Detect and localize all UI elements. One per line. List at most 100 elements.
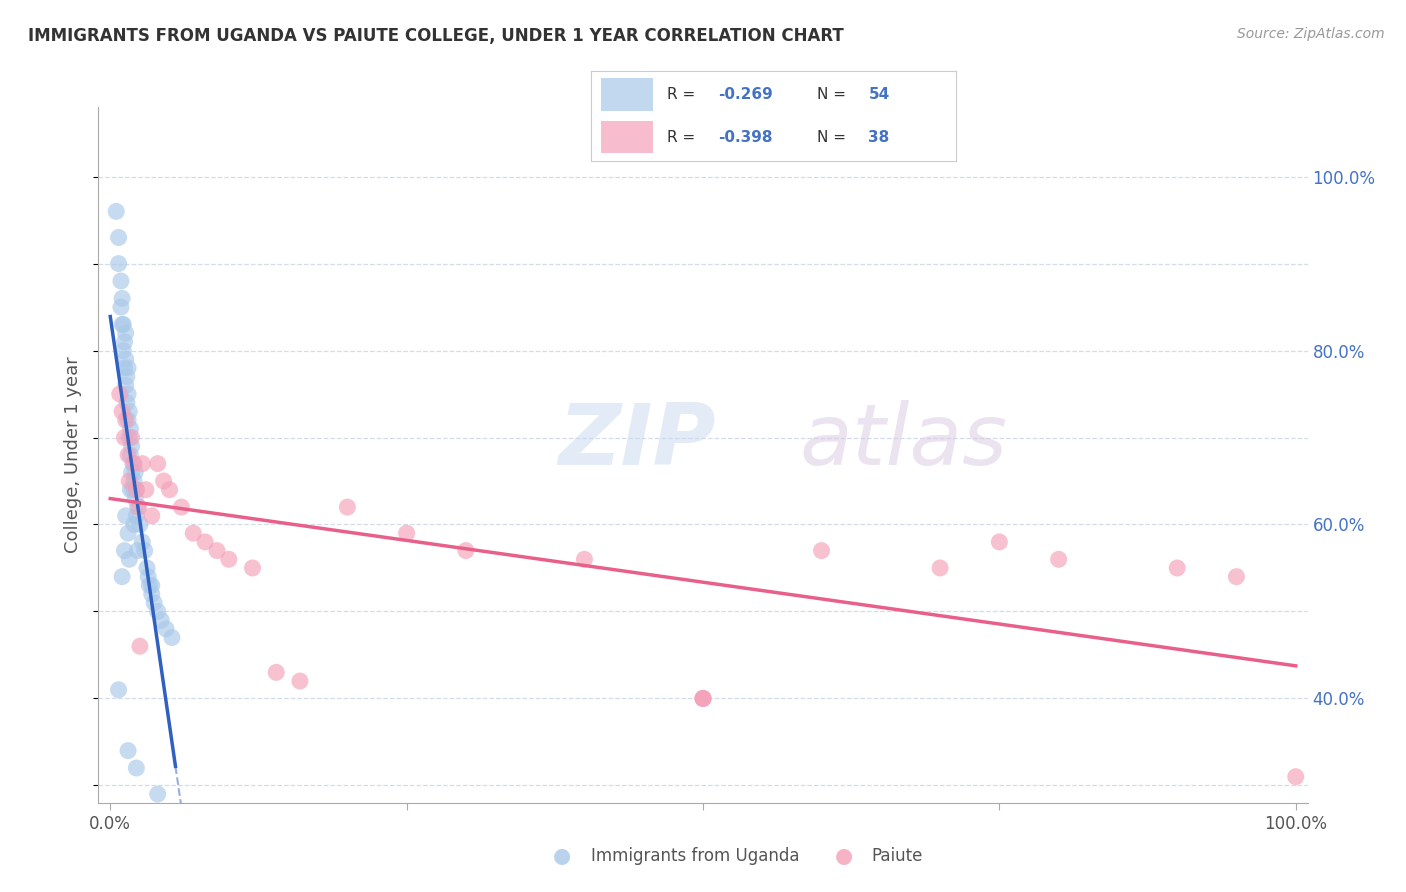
Point (124, 466, 146, 480)
Point (114, 334, 136, 349)
Point (115, 396, 138, 410)
Point (395, 526, 418, 541)
Point (115, 369, 138, 384)
Text: -0.269: -0.269 (718, 87, 773, 102)
Point (108, 387, 131, 401)
Point (114, 431, 136, 445)
Point (146, 457, 169, 471)
Point (117, 744, 139, 758)
Point (118, 474, 141, 488)
Point (111, 570, 134, 584)
Point (107, 257, 129, 271)
Point (141, 508, 163, 523)
Point (111, 318, 134, 332)
Point (125, 761, 148, 775)
Point (134, 543, 156, 558)
Point (120, 448, 142, 462)
Point (1285, 770, 1308, 784)
Point (118, 404, 141, 418)
Point (336, 500, 359, 514)
Text: 54: 54 (869, 87, 890, 102)
Point (117, 448, 139, 462)
Point (111, 404, 134, 418)
Point (121, 483, 143, 497)
Point (121, 457, 143, 471)
Point (146, 605, 169, 619)
Point (120, 422, 142, 436)
Point (121, 439, 143, 453)
Point (105, 204, 128, 219)
Point (170, 500, 193, 514)
Text: N =: N = (817, 87, 851, 102)
Point (120, 483, 142, 497)
Point (117, 526, 139, 541)
Point (121, 431, 143, 445)
Point (111, 291, 134, 305)
Point (692, 691, 714, 706)
Point (129, 639, 152, 653)
Point (205, 543, 228, 558)
FancyBboxPatch shape (602, 78, 652, 111)
Text: R =: R = (668, 87, 700, 102)
Point (114, 413, 136, 427)
Point (125, 483, 148, 497)
Point (110, 300, 132, 314)
Point (988, 535, 1011, 549)
Point (114, 352, 136, 367)
Point (122, 457, 145, 471)
Point (122, 517, 145, 532)
Point (118, 552, 141, 566)
Point (136, 561, 159, 575)
Point (131, 457, 153, 471)
Point (141, 587, 163, 601)
Point (127, 500, 149, 514)
Point (117, 413, 139, 427)
Point (150, 613, 173, 627)
Point (114, 508, 136, 523)
Point (114, 326, 136, 341)
Point (121, 466, 143, 480)
FancyBboxPatch shape (602, 121, 652, 153)
Text: Paiute: Paiute (872, 847, 924, 865)
Point (127, 543, 149, 558)
Point (118, 431, 141, 445)
Point (124, 491, 146, 506)
Point (114, 543, 136, 558)
Point (125, 508, 148, 523)
Text: Immigrants from Uganda: Immigrants from Uganda (591, 847, 799, 865)
Point (117, 387, 139, 401)
Text: Source: ZipAtlas.com: Source: ZipAtlas.com (1237, 27, 1385, 41)
Point (107, 230, 129, 244)
Point (1047, 552, 1070, 566)
Text: 38: 38 (869, 130, 890, 145)
Point (141, 578, 163, 592)
Text: R =: R = (668, 130, 700, 145)
Point (574, 552, 596, 566)
Point (264, 665, 287, 680)
Point (218, 552, 240, 566)
Point (125, 483, 148, 497)
Point (810, 543, 832, 558)
Point (131, 535, 153, 549)
Point (1166, 561, 1188, 575)
Point (929, 561, 952, 575)
Point (129, 517, 152, 532)
Point (143, 596, 166, 610)
Text: atlas: atlas (800, 400, 1008, 483)
Point (692, 691, 714, 706)
Text: ZIP: ZIP (558, 400, 716, 483)
Point (194, 535, 217, 549)
Point (138, 578, 160, 592)
Point (136, 570, 159, 584)
Text: ●: ● (835, 847, 852, 866)
Point (692, 691, 714, 706)
Point (135, 483, 157, 497)
Point (112, 318, 135, 332)
Point (110, 274, 132, 288)
Point (454, 543, 477, 558)
Point (114, 360, 136, 375)
Point (288, 674, 311, 689)
Point (160, 631, 183, 645)
Point (117, 360, 139, 375)
Point (242, 561, 264, 575)
